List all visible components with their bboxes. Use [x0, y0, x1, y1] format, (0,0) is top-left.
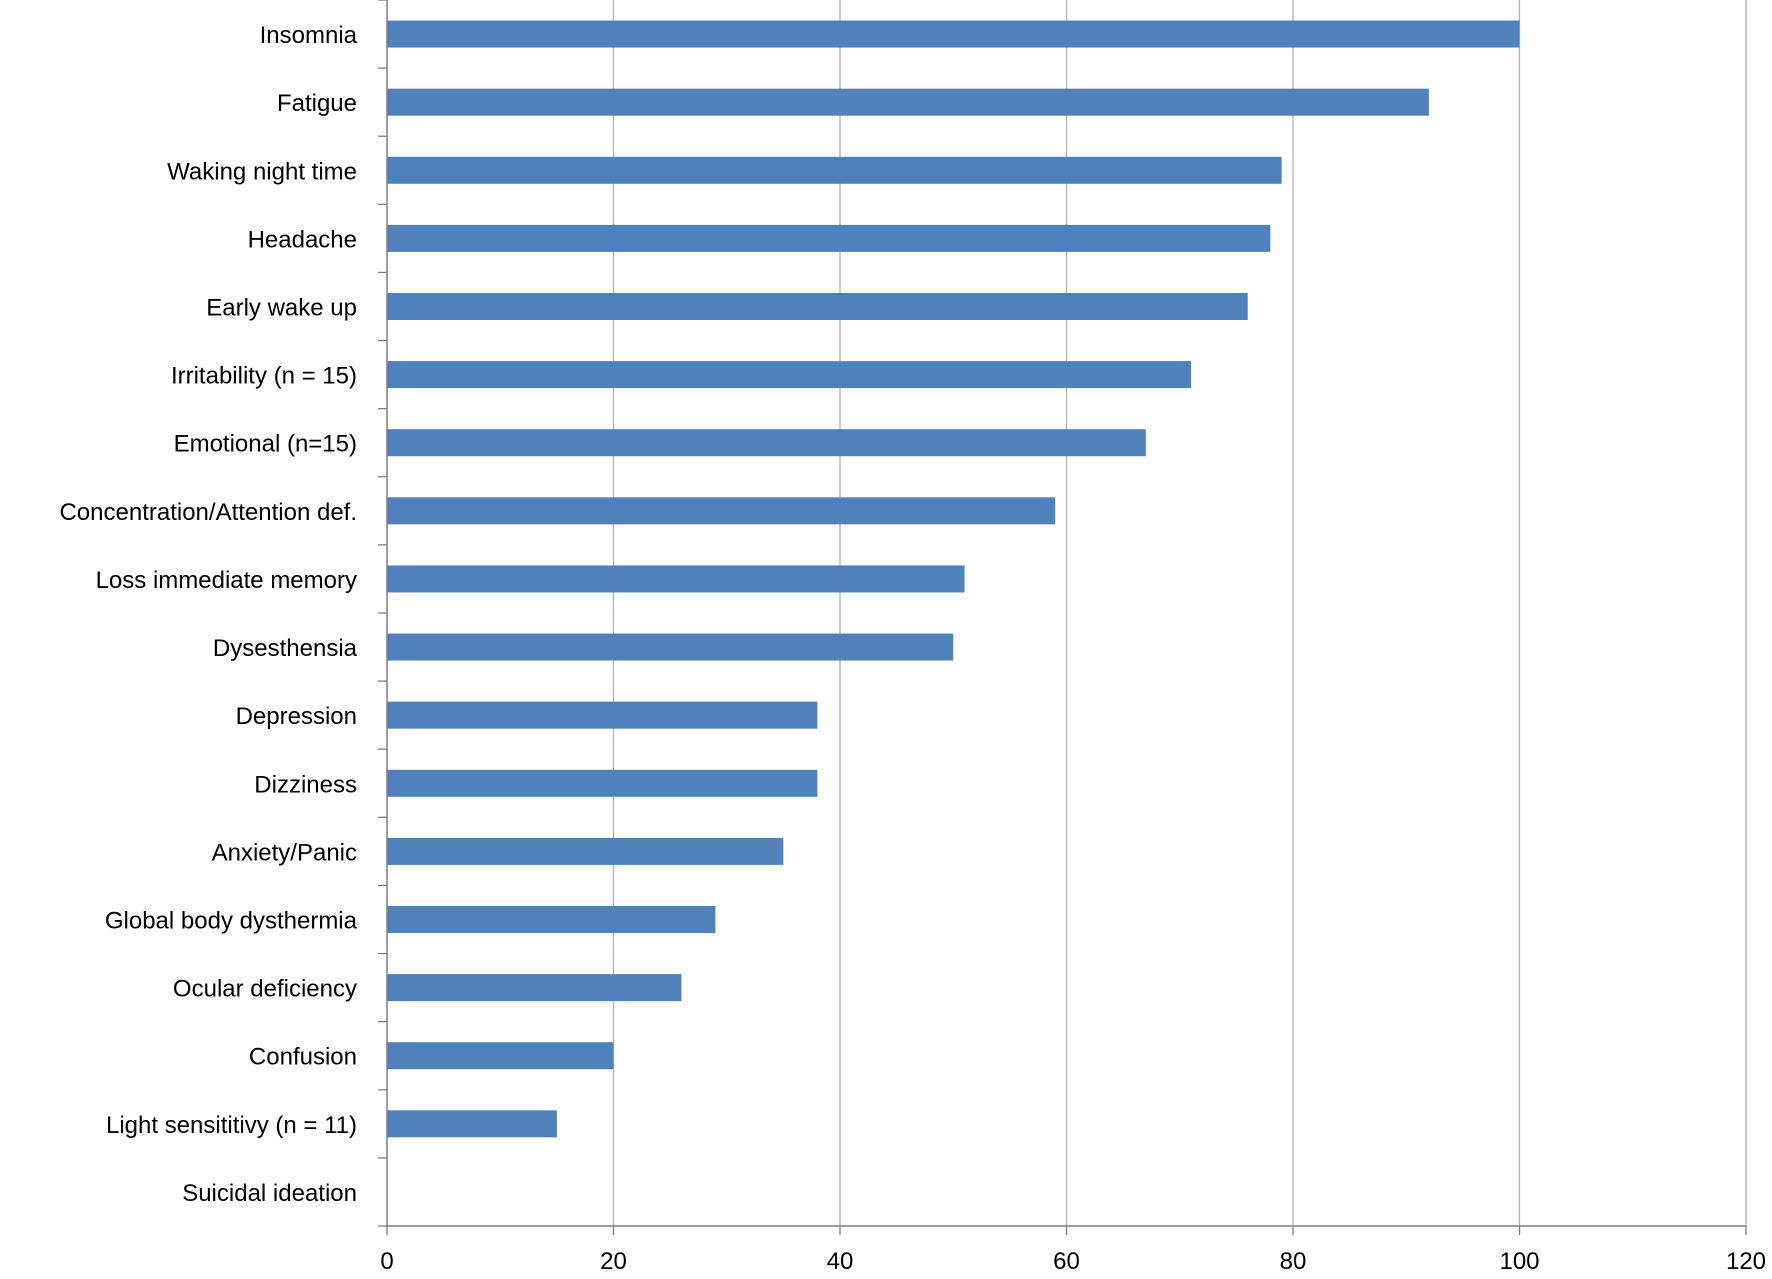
category-label: Anxiety/Panic — [212, 839, 357, 866]
bar-early-wake-up — [387, 293, 1248, 320]
x-tick-label: 100 — [1499, 1248, 1539, 1275]
category-label: Light sensititivy (n = 11) — [106, 1112, 357, 1139]
category-label: Suicidal ideation — [182, 1180, 357, 1207]
bar-headache — [387, 224, 1271, 252]
category-label: Dysesthensia — [213, 635, 358, 662]
category-label: Depression — [236, 703, 357, 730]
tick-labels: 0 20 40 60 80 100 120 — [380, 1248, 1766, 1275]
category-label: Concentration/Attention def. — [59, 499, 357, 526]
bar-confusion — [387, 1042, 614, 1070]
axes — [378, 0, 1747, 1235]
category-label: Global body dysthermia — [105, 908, 358, 935]
bar-light-sensititivy-n-11 — [387, 1110, 557, 1138]
x-tick-label: 60 — [1053, 1248, 1080, 1275]
bar-fatigue — [387, 88, 1429, 116]
category-label: Ocular deficiency — [173, 976, 357, 1003]
bar-waking-night-time — [387, 156, 1282, 184]
bar-irritability-n-15 — [387, 361, 1192, 389]
category-label: Emotional (n=15) — [174, 431, 357, 458]
bar-depression — [387, 701, 818, 729]
gridlines — [612, 0, 1747, 1226]
x-tick-label: 80 — [1280, 1248, 1307, 1275]
category-label: Headache — [248, 226, 357, 253]
x-tick-label: 120 — [1726, 1248, 1766, 1275]
bar-emotional-n-15 — [387, 429, 1146, 457]
x-tick-label: 0 — [380, 1248, 393, 1275]
category-label: Loss immediate memory — [96, 567, 357, 594]
category-label: Waking night time — [167, 158, 357, 185]
bars — [387, 20, 1520, 1138]
x-tick-label: 20 — [600, 1248, 627, 1275]
bar-anxiety-panic — [387, 837, 784, 865]
bar-loss-immediate-memory — [387, 565, 965, 593]
bar-ocular-deficiency — [387, 974, 682, 1002]
bar-global-body-dysthermia — [387, 906, 716, 933]
category-label: Insomnia — [260, 22, 358, 49]
category-label: Fatigue — [277, 90, 357, 117]
bar-insomnia — [387, 20, 1520, 48]
x-tick-label: 40 — [827, 1248, 854, 1275]
category-label: Dizziness — [254, 771, 357, 798]
bar-dizziness — [387, 769, 818, 797]
category-labels: Insomnia Fatigue Waking night time Headache… — [59, 22, 357, 1207]
category-label: Early wake up — [206, 295, 357, 322]
bar-dysesthensia — [387, 633, 954, 661]
category-label: Irritability (n = 15) — [171, 363, 357, 390]
bar-concentration-attention-def — [387, 497, 1056, 525]
category-label: Confusion — [249, 1044, 357, 1071]
